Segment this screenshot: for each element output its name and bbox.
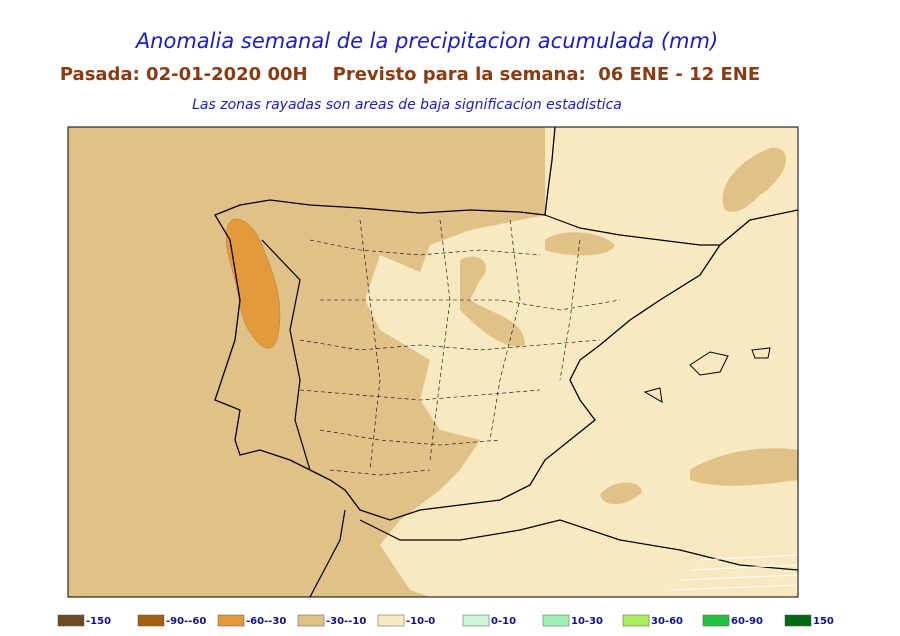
legend-label: -30--10 [326, 616, 366, 627]
legend-label: 60-90 [731, 616, 763, 627]
legend-label: -10-0 [406, 616, 435, 627]
legend-swatch [622, 614, 650, 627]
legend-swatch [297, 614, 325, 627]
hatch [669, 554, 798, 591]
legend-swatch [57, 614, 85, 627]
map-frame [67, 126, 799, 598]
legend-swatch [137, 614, 165, 627]
legend-label: -150 [86, 616, 111, 627]
legend-label: 0-10 [491, 616, 516, 627]
note: Las zonas rayadas son areas de baja sign… [192, 97, 622, 113]
wet-anomaly [225, 218, 281, 349]
dry-patch [545, 232, 615, 256]
dry-patch [722, 147, 787, 212]
legend-swatch [702, 614, 730, 627]
legend-swatch [377, 614, 405, 627]
legend-label: -60--30 [246, 616, 286, 627]
legend-label: 10-30 [571, 616, 603, 627]
map [67, 126, 799, 598]
islands [643, 347, 771, 403]
dry-region [68, 127, 545, 597]
legend-label: 150 [813, 616, 834, 627]
legend-swatch [217, 614, 245, 627]
title: Anomalia semanal de la precipitacion acu… [134, 29, 718, 53]
provinces [299, 219, 621, 476]
legend: -150 -90--60 -60--30 -30--10 -10-0 0-10 10-30 3… [57, 614, 834, 627]
legend-swatch [462, 614, 490, 627]
legend-label: 30-60 [651, 616, 683, 627]
africa-coast [309, 509, 798, 597]
subtitle: Pasada: 02-01-2020 00H Previsto para la … [60, 64, 760, 85]
legend-swatch [784, 614, 812, 627]
dry-patch [460, 256, 525, 347]
dry-patch [600, 448, 798, 505]
legend-swatch [542, 614, 570, 627]
legend-label: -90--60 [166, 616, 206, 627]
coastline [214, 127, 798, 521]
border [261, 214, 720, 471]
